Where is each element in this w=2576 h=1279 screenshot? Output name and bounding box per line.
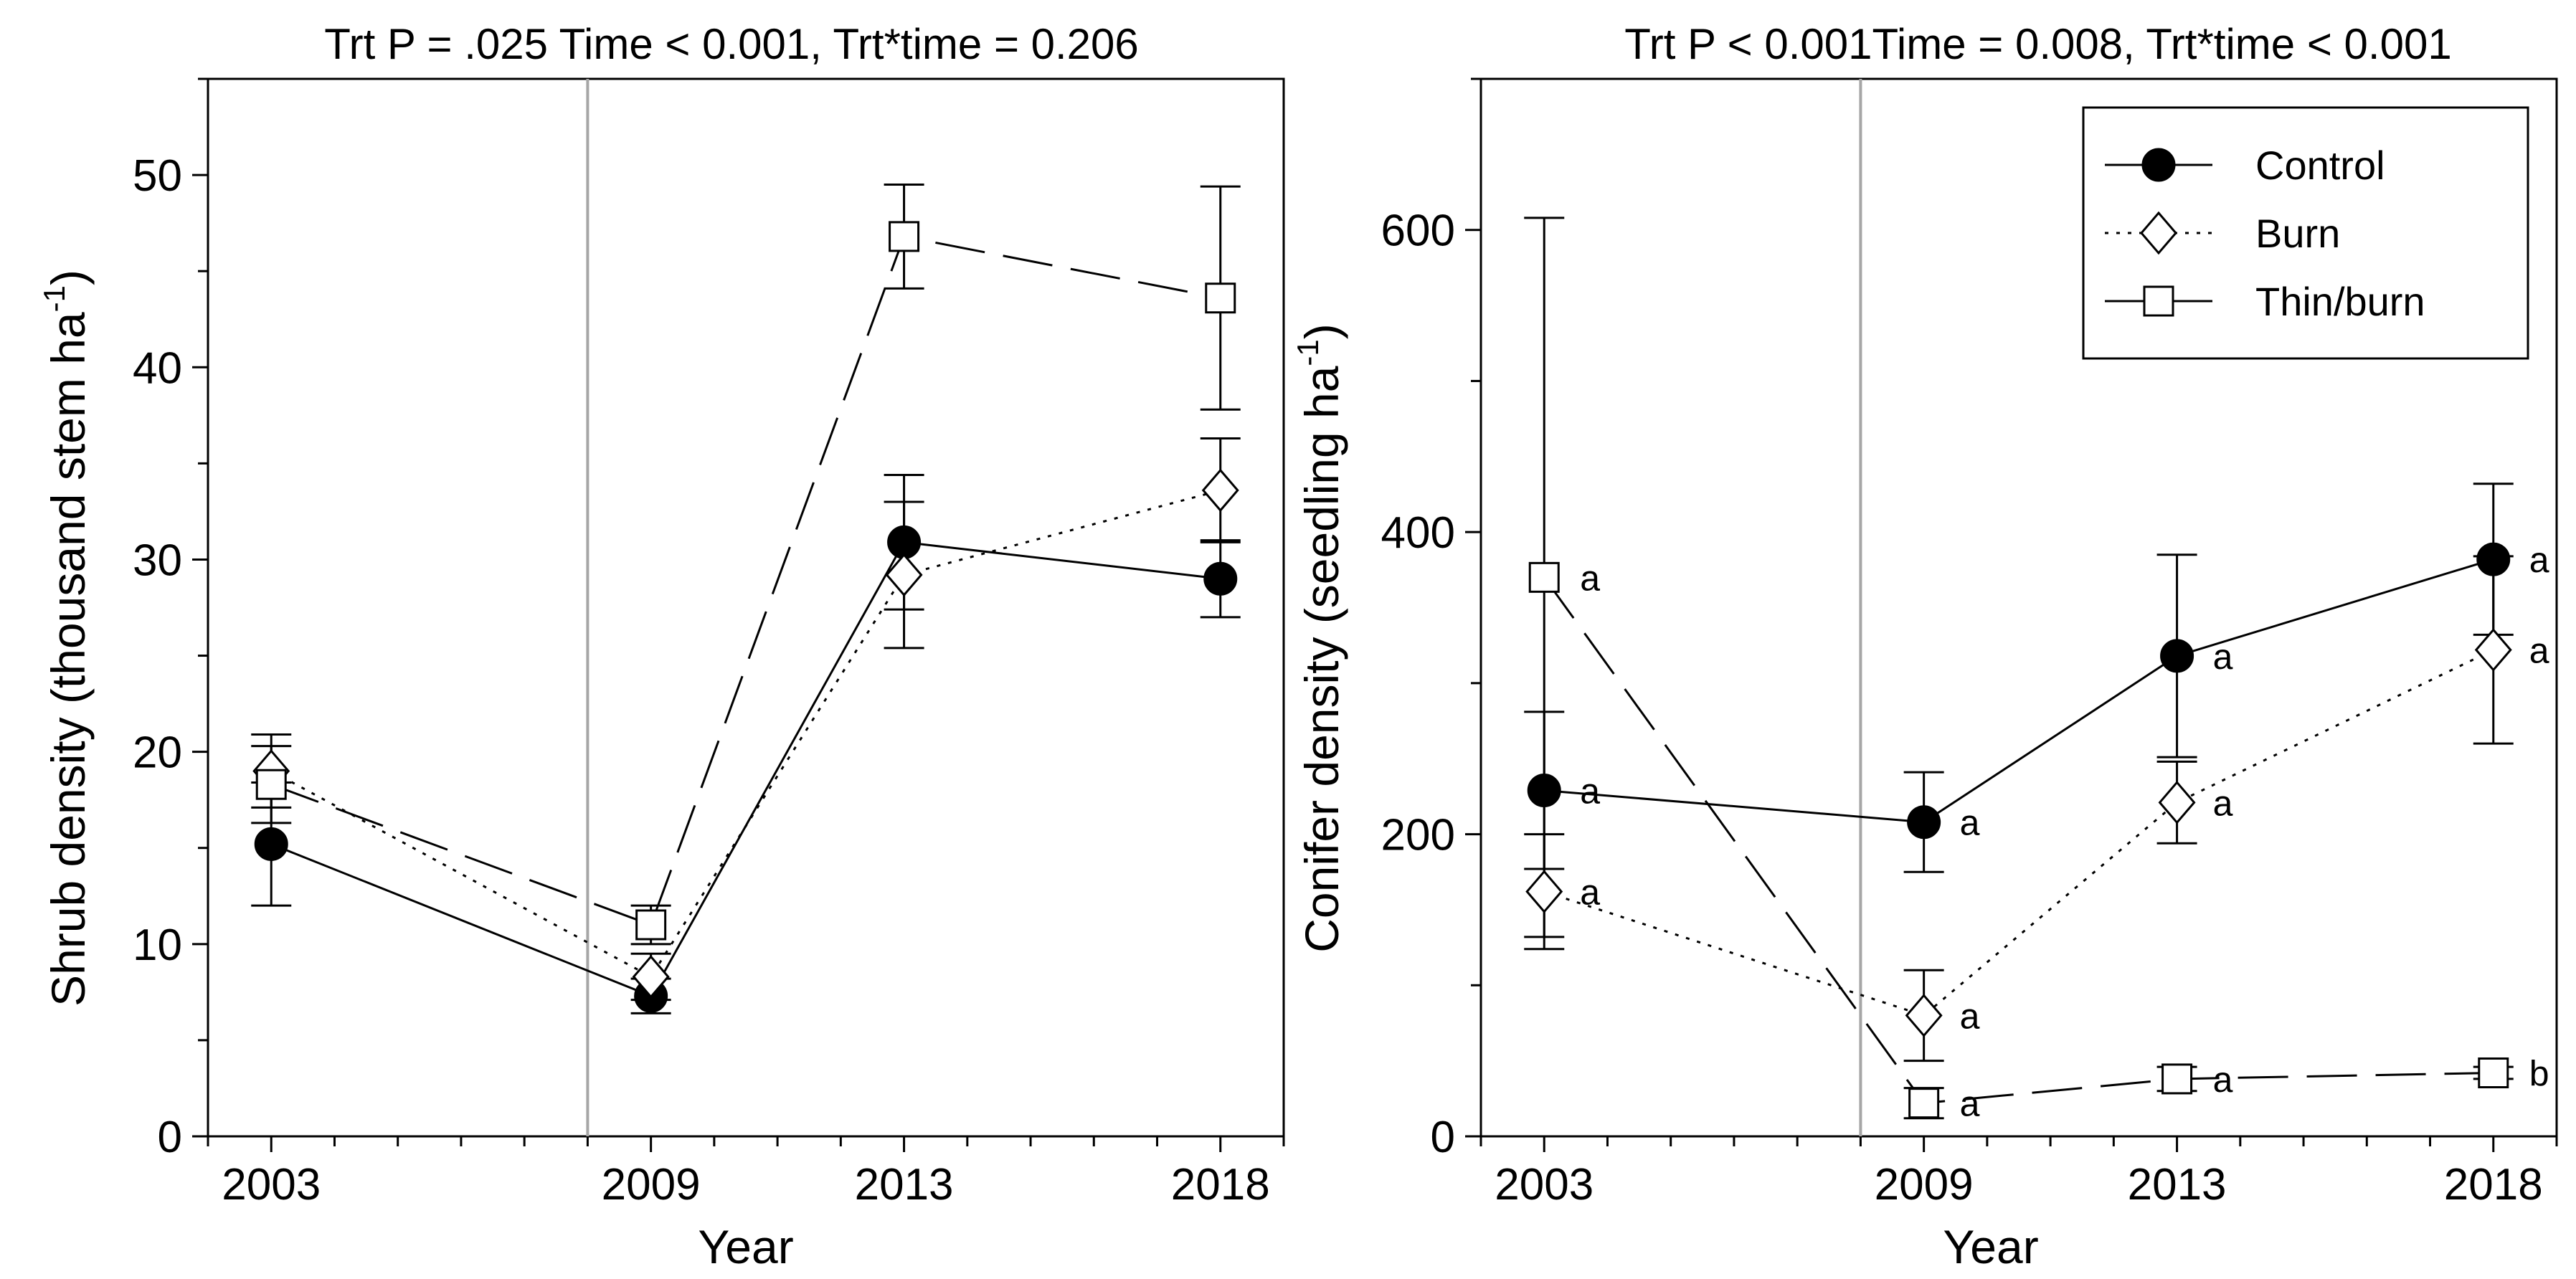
shrub-density-panel: Trt P = .025 Time < 0.001, Trt*time = 0.…: [37, 20, 1285, 1273]
legend-label-thin-burn: Thin/burn: [2255, 279, 2425, 324]
conifer-density-panel: Trt P < 0.001Time = 0.008, Trt*time < 0.…: [1291, 20, 2558, 1273]
right-marker-thin-burn: [2161, 1063, 2193, 1095]
left-y-axis-label: Shrub density (thousand stem ha-1): [37, 270, 95, 1007]
legend-marker-thin-burn: [2143, 285, 2174, 317]
right-y-tick-label: 600: [1381, 206, 1455, 256]
right-significance-letter: a: [2529, 540, 2549, 580]
right-y-axis-label-exponent: -1: [1291, 339, 1325, 366]
left-marker-burn: [632, 955, 670, 999]
left-marker-thin-burn: [889, 221, 920, 252]
right-x-tick-label: 2003: [1495, 1160, 1594, 1209]
right-significance-letter: a: [1960, 803, 1980, 843]
left-marker-thin-burn: [635, 909, 667, 941]
left-chart-title: Trt P = .025 Time < 0.001, Trt*time = 0.…: [324, 20, 1139, 68]
right-marker-control: [2476, 542, 2511, 576]
left-y-tick-label: 10: [133, 921, 182, 970]
right-marker-burn: [1905, 994, 1943, 1037]
right-y-tick-label: 400: [1381, 508, 1455, 558]
left-x-tick-label: 2009: [602, 1160, 701, 1209]
right-marker-burn: [2474, 628, 2512, 672]
right-significance-letter: a: [1960, 996, 1980, 1036]
left-plot-frame: [207, 77, 1285, 1138]
right-series-line-control: [1544, 558, 2494, 824]
left-marker-burn: [1201, 468, 1239, 513]
right-series-line-thin-burn: [1543, 576, 2494, 1105]
left-y-tick-label: 40: [133, 343, 182, 393]
right-x-tick-label: 2009: [1875, 1160, 1974, 1209]
left-series-line-burn: [270, 489, 1221, 979]
right-plot-frame: [1479, 77, 2558, 1138]
right-significance-letter: a: [2213, 1060, 2233, 1100]
right-significance-letter: a: [1580, 558, 1600, 598]
left-y-tick-label: 50: [133, 151, 182, 201]
right-significance-letter: a: [1580, 873, 1600, 913]
right-y-tick-label: 200: [1381, 811, 1455, 860]
right-x-axis-label: Year: [1943, 1220, 2038, 1273]
right-marker-control: [1907, 805, 1941, 840]
right-x-tick-label: 2018: [2444, 1160, 2543, 1209]
right-significance-letter: a: [2213, 637, 2233, 677]
left-x-tick-label: 2003: [222, 1160, 321, 1209]
right-marker-burn: [1525, 870, 1563, 913]
right-marker-control: [2160, 639, 2194, 673]
left-y-tick-label: 30: [133, 536, 182, 585]
left-marker-control: [1203, 561, 1238, 596]
legend-marker-burn: [2140, 211, 2177, 255]
legend-label-burn: Burn: [2255, 211, 2340, 256]
left-marker-thin-burn: [1205, 282, 1236, 314]
left-x-tick-label: 2013: [855, 1160, 954, 1209]
right-y-axis-label: Conifer density (seedling ha-1): [1291, 323, 1348, 952]
right-significance-letter: a: [1580, 771, 1600, 811]
right-significance-letter: b: [2529, 1054, 2549, 1094]
right-marker-burn: [2158, 781, 2196, 824]
left-x-axis-label: Year: [698, 1220, 793, 1273]
left-y-tick-label: 20: [133, 728, 182, 778]
right-significance-letter: a: [2213, 783, 2233, 823]
left-y-axis-label-main: Shrub density (thousand stem ha: [42, 312, 95, 1007]
left-marker-thin-burn: [255, 769, 287, 800]
right-marker-control: [1527, 773, 1561, 807]
left-y-tick-label: 0: [158, 1113, 182, 1162]
left-y-axis-label-close: ): [42, 270, 95, 285]
left-series-line-thin-burn: [270, 235, 1221, 926]
right-y-tick-label: 0: [1431, 1113, 1455, 1162]
right-y-axis-label-main: Conifer density (seedling ha: [1295, 366, 1348, 952]
right-significance-letter: a: [1960, 1084, 1980, 1124]
right-marker-thin-burn: [1908, 1088, 1940, 1119]
left-series-line-control: [270, 541, 1221, 998]
right-y-axis-label-close: ): [1295, 323, 1348, 339]
left-x-tick-label: 2018: [1171, 1160, 1270, 1209]
right-significance-letter: a: [2529, 631, 2549, 671]
right-x-tick-label: 2013: [2128, 1160, 2227, 1209]
left-marker-control: [254, 827, 288, 861]
legend-marker-control: [2141, 148, 2176, 182]
left-marker-burn: [885, 553, 923, 597]
right-marker-thin-burn: [2478, 1057, 2509, 1088]
right-chart-title: Trt P < 0.001Time = 0.008, Trt*time < 0.…: [1624, 20, 2451, 68]
right-series-line-burn: [1543, 649, 2494, 1017]
left-y-axis-label-exponent: -1: [37, 285, 71, 312]
legend-label-control: Control: [2255, 143, 2385, 188]
right-marker-thin-burn: [1528, 561, 1560, 593]
